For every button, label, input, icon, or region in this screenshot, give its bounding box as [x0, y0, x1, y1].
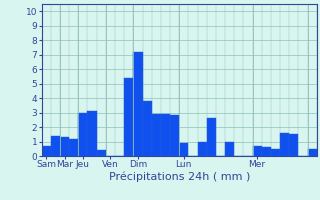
Bar [170, 115, 179, 156]
Bar [78, 113, 87, 156]
Bar [308, 149, 317, 156]
Bar [262, 147, 271, 156]
Bar [280, 133, 289, 156]
Bar [225, 142, 234, 156]
Bar [161, 114, 170, 156]
Bar [87, 111, 97, 156]
Bar [51, 136, 60, 156]
Bar [69, 139, 78, 156]
Bar [42, 146, 51, 156]
Bar [252, 146, 262, 156]
Bar [97, 150, 106, 156]
Bar [289, 134, 299, 156]
Bar [179, 143, 188, 156]
X-axis label: Précipitations 24h ( mm ): Précipitations 24h ( mm ) [108, 172, 250, 182]
Bar [133, 52, 142, 156]
Bar [142, 101, 152, 156]
Bar [207, 118, 216, 156]
Bar [60, 137, 69, 156]
Bar [124, 78, 133, 156]
Bar [271, 149, 280, 156]
Bar [197, 142, 207, 156]
Bar [152, 114, 161, 156]
